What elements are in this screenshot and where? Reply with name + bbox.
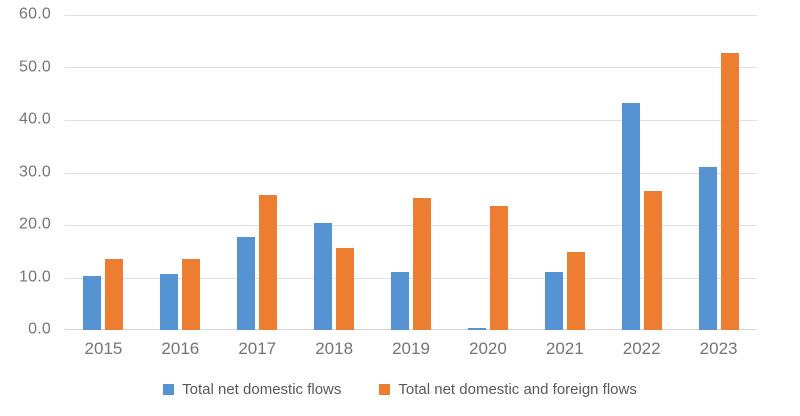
gridline <box>65 67 757 69</box>
bar <box>566 252 585 330</box>
gridline <box>65 224 757 226</box>
bar <box>160 273 179 330</box>
x-tick-label: 2023 <box>699 339 738 358</box>
y-tick-label: 30.0 <box>19 163 51 181</box>
x-axis: 2015 2016 2017 2018 2019 2020 2021 2022 2023 <box>65 339 757 359</box>
bar <box>698 166 717 330</box>
legend-item: Total net domestic and foreign flows <box>379 381 637 398</box>
bar-group <box>680 15 757 330</box>
x-tick-label: 2015 <box>84 339 123 358</box>
gridline <box>65 119 757 121</box>
legend: Total net domestic flows Total net domest… <box>0 381 800 398</box>
legend-swatch-icon <box>163 384 175 395</box>
bar <box>720 53 739 330</box>
bar <box>83 275 102 330</box>
bar <box>544 272 563 330</box>
legend-item: Total net domestic flows <box>163 381 341 398</box>
bar-group <box>603 15 680 330</box>
bar <box>621 103 640 330</box>
x-tick-label: 2022 <box>622 339 661 358</box>
bar <box>489 205 508 330</box>
bar <box>467 328 486 330</box>
plot-area <box>65 15 757 330</box>
bar-groups <box>65 15 757 330</box>
x-tick-label: 2019 <box>392 339 430 358</box>
gridline <box>65 15 757 16</box>
y-tick-label: 20.0 <box>19 215 51 233</box>
gridline <box>65 329 757 330</box>
y-tick-label: 60.0 <box>19 5 51 23</box>
bar <box>643 191 662 330</box>
bar <box>336 247 355 330</box>
bar <box>314 222 333 330</box>
bar <box>237 237 256 330</box>
x-tick-label: 2020 <box>468 339 507 358</box>
bar-group <box>526 15 603 330</box>
bar-group <box>219 15 296 330</box>
legend-swatch-icon <box>379 384 391 395</box>
gridline <box>65 172 757 174</box>
y-tick-label: 10.0 <box>19 268 51 286</box>
x-tick-label: 2017 <box>238 339 277 358</box>
y-tick-label: 40.0 <box>19 110 51 128</box>
legend-label: Total net domestic flows <box>182 381 342 398</box>
bar-group <box>296 15 373 330</box>
y-axis: 60.0 50.0 40.0 30.0 20.0 10.0 0.0 <box>0 6 57 338</box>
x-tick-label: 2018 <box>315 339 354 358</box>
gridline <box>65 277 757 279</box>
bar <box>105 259 124 330</box>
bar <box>391 272 409 330</box>
bar-group <box>449 15 526 330</box>
x-tick-label: 2021 <box>545 339 584 358</box>
bar <box>259 195 278 330</box>
bar-group <box>142 15 219 330</box>
legend-label: Total net domestic and foreign flows <box>398 381 637 398</box>
y-tick-label: 0.0 <box>28 320 51 338</box>
bar <box>413 198 431 330</box>
y-tick-label: 50.0 <box>19 58 51 76</box>
x-tick-label: 2016 <box>161 339 200 358</box>
bar-group <box>65 15 142 330</box>
bar <box>182 259 201 330</box>
bar-group <box>373 15 450 330</box>
